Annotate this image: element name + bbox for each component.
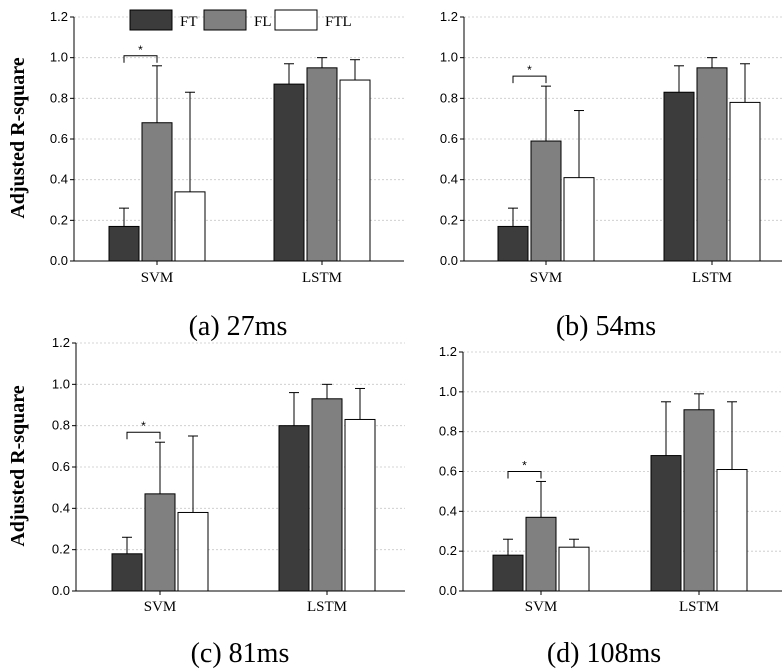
y-tick-label: 0.6: [439, 464, 457, 479]
bar-ftl-svm: [558, 546, 590, 592]
y-tick-label: 1.2: [52, 335, 70, 350]
category-label-lstm: LSTM: [302, 270, 342, 286]
significance-bracket: [126, 431, 161, 440]
bar-ft-svm: [497, 225, 529, 262]
bar-ft-lstm: [278, 425, 310, 592]
chart-panel-3: 0.0 0.2 0.4 0.6 0.8 1.0 1.2 SVM LSTM * (c) 81ms: [52, 335, 405, 669]
bar-ftl-lstm: [716, 469, 748, 592]
bar-fl-lstm: [306, 67, 338, 262]
y-axis-label: Adjusted R-square: [7, 385, 29, 546]
y-tick-label: 0.6: [52, 459, 70, 474]
legend-swatch-fl: [203, 9, 247, 31]
legend-label-ft: FT: [180, 14, 198, 30]
category-label-svm: SVM: [141, 270, 174, 286]
y-tick-label: 0.2: [50, 212, 68, 227]
y-tick-label: 0.6: [50, 131, 68, 146]
significance-star: *: [522, 458, 527, 472]
category-label-lstm: LSTM: [307, 599, 347, 615]
chart-panel-4: 0.0 0.2 0.4 0.6 0.8 1.0 1.2 SVM LSTM * (d) 108ms: [439, 344, 782, 669]
y-tick-label: 0.2: [52, 542, 70, 557]
significance-bracket: [507, 470, 542, 479]
y-tick-label: 0.4: [50, 172, 68, 187]
y-tick-label: 0.4: [440, 172, 458, 187]
category-label-svm: SVM: [144, 599, 177, 615]
legend: FT FL FTL: [129, 9, 352, 31]
category-label-lstm: LSTM: [679, 599, 719, 615]
legend-swatch-ft: [129, 9, 173, 31]
y-tick-label: 1.0: [440, 50, 458, 65]
legend-label-fl: FL: [254, 14, 272, 30]
y-tick-label: 0.0: [50, 253, 68, 268]
y-tick-label: 1.2: [50, 9, 68, 24]
bar-fl-lstm: [696, 67, 728, 262]
significance-star: *: [527, 63, 532, 77]
significance-bracket: [512, 75, 547, 84]
bar-ftl-svm: [177, 511, 209, 592]
y-tick-label: 0.2: [440, 212, 458, 227]
y-tick-label: 0.0: [440, 253, 458, 268]
significance-bracket: [123, 55, 158, 63]
y-tick-label: 0.0: [439, 583, 457, 598]
y-tick-label: 0.4: [439, 503, 457, 518]
y-tick-label: 1.0: [439, 384, 457, 399]
y-tick-label: 0.8: [440, 90, 458, 105]
y-tick-label: 0.4: [52, 500, 70, 515]
bar-ftl-svm: [563, 177, 595, 262]
y-tick-label: 0.0: [52, 583, 70, 598]
y-tick-label: 1.2: [440, 9, 458, 24]
bar-ft-lstm: [273, 83, 305, 262]
panel-caption: (d) 108ms: [547, 638, 661, 669]
y-tick-label: 1.0: [50, 50, 68, 65]
y-tick-label: 1.2: [439, 344, 457, 359]
bar-ftl-lstm: [729, 101, 761, 262]
y-tick-label: 0.8: [50, 90, 68, 105]
legend-label-ftl: FTL: [325, 14, 352, 30]
y-tick-label: 0.6: [440, 131, 458, 146]
bar-ft-svm: [111, 553, 143, 592]
bar-ft-lstm: [663, 91, 695, 262]
category-label-svm: SVM: [530, 270, 563, 286]
y-tick-label: 0.2: [439, 543, 457, 558]
bar-fl-svm: [141, 122, 173, 262]
bar-fl-svm: [530, 140, 562, 262]
y-axis-label: Adjusted R-square: [7, 57, 29, 218]
category-label-lstm: LSTM: [692, 270, 732, 286]
bar-fl-lstm: [311, 398, 343, 592]
chart-panel-2: 0.0 0.2 0.4 0.6 0.8 1.0 1.2 SVM LSTM * (b) 54ms: [440, 9, 782, 342]
legend-swatch-ftl: [274, 9, 318, 31]
chart-panel-1: 0.0 0.2 0.4 0.6 0.8 1.0 1.2 SVM LSTM * (a) 27ms: [50, 9, 404, 342]
panel-caption: (b) 54ms: [556, 311, 656, 342]
panel-caption: (c) 81ms: [191, 638, 290, 669]
bar-ft-lstm: [650, 455, 682, 592]
bar-ftl-lstm: [344, 418, 376, 592]
significance-star: *: [138, 43, 143, 57]
bar-ftl-lstm: [339, 79, 371, 262]
bar-fl-lstm: [683, 409, 715, 592]
bar-ft-svm: [492, 554, 524, 592]
bar-ft-svm: [108, 225, 140, 262]
y-tick-label: 1.0: [52, 376, 70, 391]
y-tick-label: 0.8: [439, 424, 457, 439]
panel-caption: (a) 27ms: [189, 311, 288, 342]
bar-fl-svm: [525, 516, 557, 592]
category-label-svm: SVM: [525, 599, 558, 615]
bar-fl-svm: [144, 493, 176, 592]
significance-star: *: [141, 419, 146, 433]
y-tick-label: 0.8: [52, 418, 70, 433]
bar-ftl-svm: [174, 191, 206, 262]
